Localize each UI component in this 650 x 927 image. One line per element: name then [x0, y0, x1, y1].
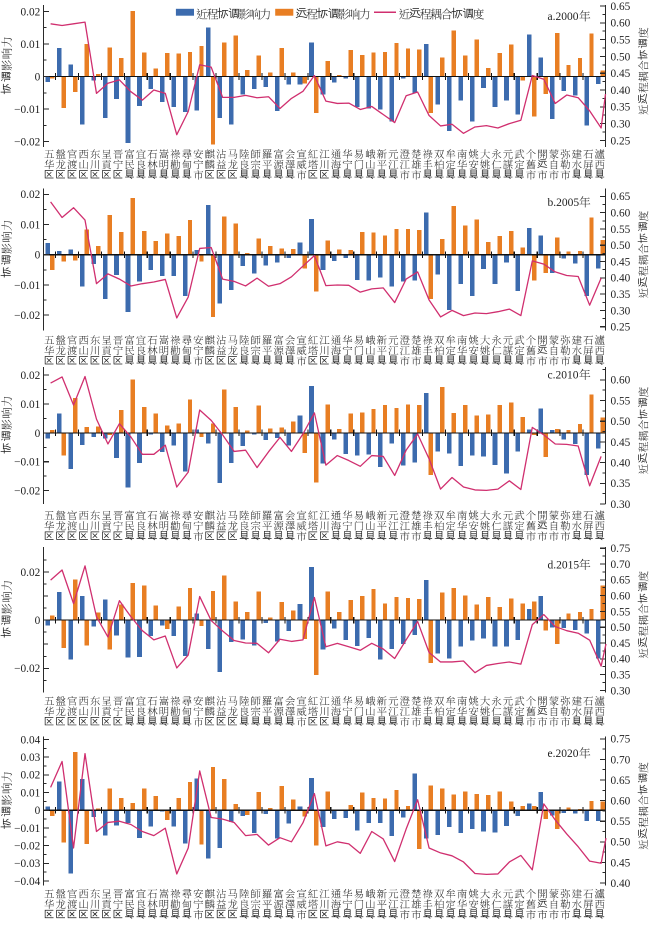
svg-text:b.2005: b.2005 — [548, 197, 580, 209]
svg-text:0.25: 0.25 — [611, 135, 631, 147]
svg-text:0.60: 0.60 — [611, 208, 631, 220]
svg-text:0.01: 0.01 — [21, 399, 41, 411]
svg-text:a.2000: a.2000 — [548, 11, 579, 23]
svg-text:−0.02: −0.02 — [14, 663, 40, 675]
svg-text:0.25: 0.25 — [611, 322, 631, 334]
svg-text:0.60: 0.60 — [611, 591, 631, 603]
svg-text:0.70: 0.70 — [611, 559, 631, 571]
svg-text:0.50: 0.50 — [611, 240, 631, 252]
svg-text:0.35: 0.35 — [611, 289, 631, 301]
svg-text:0.45: 0.45 — [611, 256, 631, 268]
svg-text:0: 0 — [35, 428, 41, 440]
svg-text:0.30: 0.30 — [611, 305, 631, 317]
svg-text:0.01: 0.01 — [21, 39, 41, 51]
svg-text:0.35: 0.35 — [611, 478, 631, 490]
svg-text:0.01: 0.01 — [21, 787, 41, 799]
svg-text:0: 0 — [35, 250, 41, 262]
svg-text:0.65: 0.65 — [611, 775, 631, 787]
svg-text:0.02: 0.02 — [21, 567, 41, 579]
svg-text:0.50: 0.50 — [611, 51, 631, 63]
svg-text:−0.01: −0.01 — [14, 104, 40, 116]
svg-text:0.65: 0.65 — [611, 1, 631, 13]
svg-text:0.02: 0.02 — [21, 189, 41, 201]
svg-text:0.55: 0.55 — [611, 35, 631, 47]
svg-text:c.2010: c.2010 — [548, 370, 579, 382]
svg-text:−0.02: −0.02 — [14, 486, 40, 498]
svg-text:0.45: 0.45 — [611, 638, 631, 650]
svg-text:−0.01: −0.01 — [14, 280, 40, 292]
svg-text:0.03: 0.03 — [21, 752, 41, 764]
svg-text:0.50: 0.50 — [611, 837, 631, 849]
svg-text:0: 0 — [35, 805, 41, 817]
svg-text:0.02: 0.02 — [21, 6, 41, 18]
svg-text:0.60: 0.60 — [611, 375, 631, 387]
svg-text:0.65: 0.65 — [611, 575, 631, 587]
svg-text:e.2020: e.2020 — [548, 748, 579, 760]
svg-text:0.55: 0.55 — [611, 816, 631, 828]
svg-text:0.70: 0.70 — [611, 754, 631, 766]
svg-text:0.40: 0.40 — [611, 878, 631, 890]
svg-text:0.40: 0.40 — [611, 654, 631, 666]
svg-text:0.60: 0.60 — [611, 18, 631, 30]
svg-text:0.75: 0.75 — [611, 734, 631, 746]
svg-text:0.30: 0.30 — [611, 685, 631, 697]
svg-text:0: 0 — [35, 615, 41, 627]
svg-text:0.55: 0.55 — [611, 395, 631, 407]
svg-text:0.45: 0.45 — [611, 437, 631, 449]
svg-text:−0.01: −0.01 — [14, 823, 40, 835]
svg-text:−0.01: −0.01 — [14, 457, 40, 469]
svg-text:0.55: 0.55 — [611, 606, 631, 618]
svg-text:0.50: 0.50 — [611, 416, 631, 428]
svg-text:0.75: 0.75 — [611, 543, 631, 555]
svg-text:0.45: 0.45 — [611, 68, 631, 80]
svg-text:0.02: 0.02 — [21, 770, 41, 782]
svg-text:−0.03: −0.03 — [14, 858, 40, 870]
svg-text:0.40: 0.40 — [611, 85, 631, 97]
svg-text:−0.02: −0.02 — [14, 137, 40, 149]
svg-text:0.50: 0.50 — [611, 622, 631, 634]
svg-text:0.35: 0.35 — [611, 102, 631, 114]
svg-text:0.40: 0.40 — [611, 458, 631, 470]
svg-text:0.60: 0.60 — [611, 796, 631, 808]
svg-text:0.40: 0.40 — [611, 273, 631, 285]
svg-text:0.30: 0.30 — [611, 119, 631, 131]
svg-text:d.2015: d.2015 — [548, 560, 580, 572]
svg-text:0: 0 — [35, 71, 41, 83]
svg-text:0.55: 0.55 — [611, 224, 631, 236]
svg-text:0.30: 0.30 — [611, 499, 631, 511]
svg-text:−0.02: −0.02 — [14, 841, 40, 853]
svg-text:0.02: 0.02 — [21, 370, 41, 382]
svg-text:−0.02: −0.02 — [14, 310, 40, 322]
svg-text:0.45: 0.45 — [611, 857, 631, 869]
svg-text:0.04: 0.04 — [21, 734, 41, 746]
svg-text:−0.04: −0.04 — [14, 876, 40, 888]
svg-text:0.01: 0.01 — [21, 219, 41, 231]
svg-text:0.65: 0.65 — [611, 191, 631, 203]
svg-text:0.35: 0.35 — [611, 670, 631, 682]
